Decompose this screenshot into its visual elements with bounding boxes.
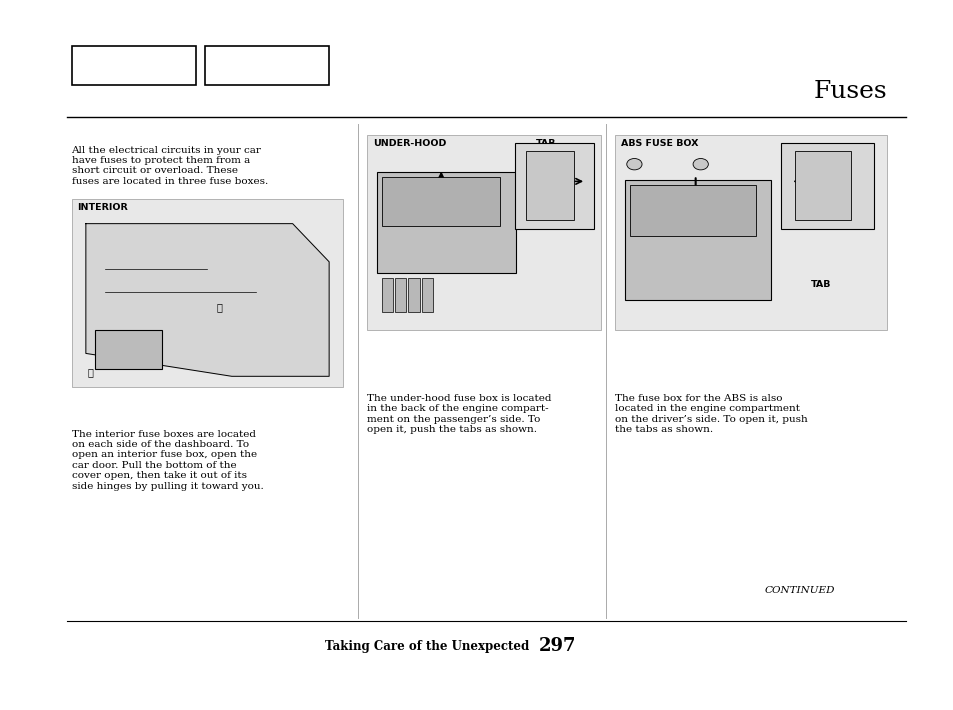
Circle shape	[692, 158, 707, 170]
Text: 297: 297	[538, 637, 576, 655]
Text: TAB: TAB	[535, 139, 556, 148]
Bar	[781, 143, 873, 229]
Text: ABS FUSE BOX: ABS FUSE BOX	[620, 139, 698, 148]
Bar	[526, 151, 574, 220]
Bar	[615, 135, 886, 330]
Bar	[408, 278, 419, 312]
Text: ②: ②	[216, 303, 222, 312]
Bar	[376, 172, 516, 273]
Bar	[421, 278, 433, 312]
Bar	[395, 278, 406, 312]
Bar	[71, 199, 343, 387]
Polygon shape	[86, 224, 329, 376]
Text: All the electrical circuits in your car
have fuses to protect them from a
short : All the electrical circuits in your car …	[71, 146, 268, 186]
Bar	[624, 180, 771, 300]
Text: ①: ①	[88, 368, 93, 377]
Bar	[205, 46, 329, 85]
Text: Fuses: Fuses	[813, 80, 886, 103]
Text: INTERIOR: INTERIOR	[77, 203, 128, 212]
Text: Taking Care of the Unexpected: Taking Care of the Unexpected	[325, 640, 529, 652]
Text: The fuse box for the ABS is also
located in the engine compartment
on the driver: The fuse box for the ABS is also located…	[615, 394, 807, 435]
Bar	[367, 135, 600, 330]
Bar	[629, 185, 755, 236]
Text: UNDER-HOOD: UNDER-HOOD	[373, 139, 446, 148]
Bar	[95, 330, 162, 369]
Text: CONTINUED: CONTINUED	[763, 586, 834, 595]
Circle shape	[626, 158, 641, 170]
Text: TAB: TAB	[810, 280, 831, 290]
Bar	[381, 177, 499, 226]
Bar	[381, 278, 393, 312]
Text: The interior fuse boxes are located
on each side of the dashboard. To
open an in: The interior fuse boxes are located on e…	[71, 430, 263, 491]
Bar	[794, 151, 850, 220]
Text: The under-hood fuse box is located
in the back of the engine compart-
ment on th: The under-hood fuse box is located in th…	[367, 394, 551, 435]
Bar	[514, 143, 594, 229]
Bar	[71, 46, 195, 85]
